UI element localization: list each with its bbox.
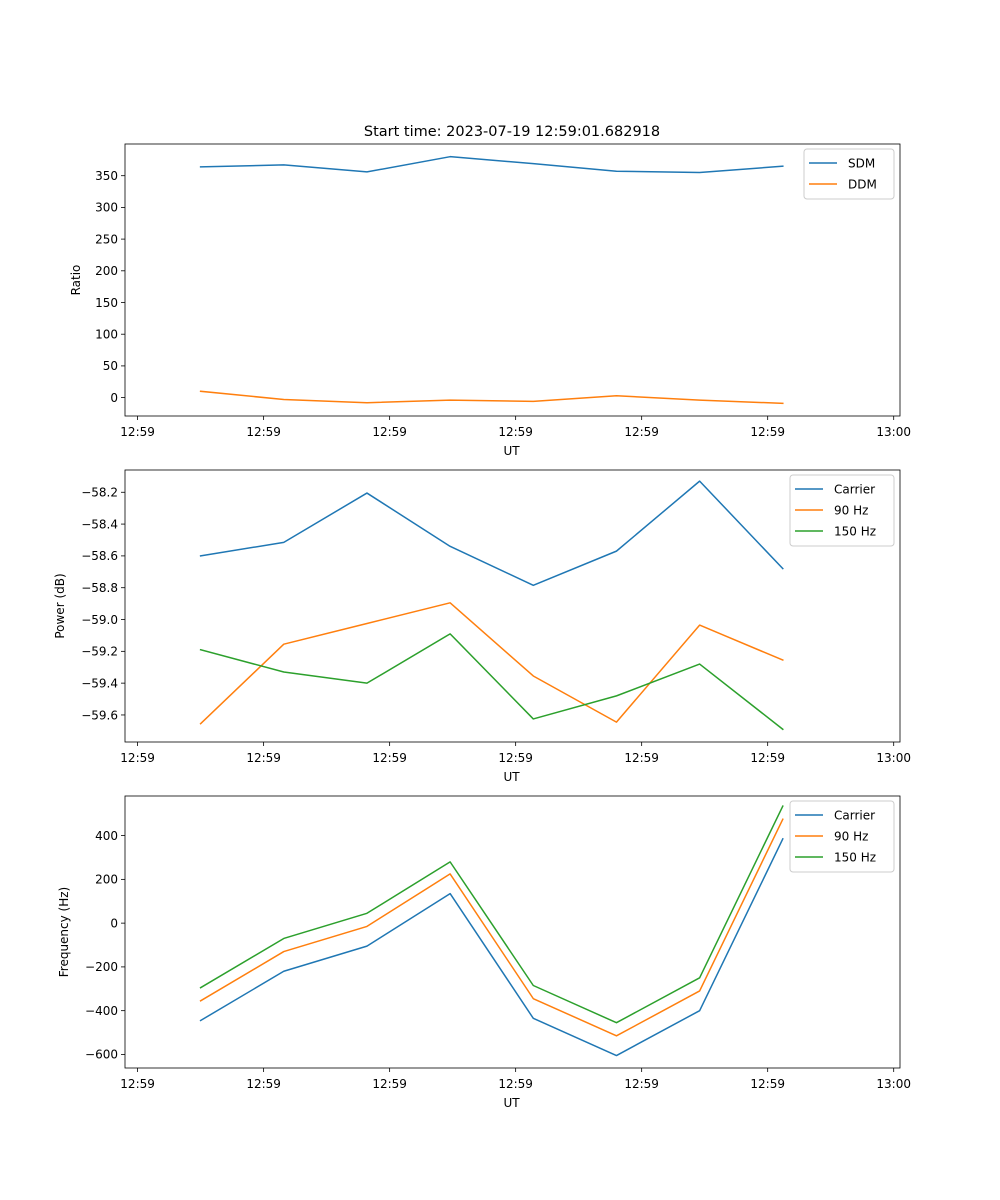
power-legend-label-150-hz: 150 Hz bbox=[834, 525, 876, 539]
ratio-x-tick-label: 12:59 bbox=[498, 425, 533, 439]
frequency-y-tick-label: −600 bbox=[85, 1048, 118, 1062]
power-x-tick-label: 12:59 bbox=[372, 751, 407, 765]
power-x-tick-label: 12:59 bbox=[750, 751, 785, 765]
frequency-legend-label-150-hz: 150 Hz bbox=[834, 851, 876, 865]
power-x-tick-label: 13:00 bbox=[876, 751, 911, 765]
frequency-panel: 12:59 12:59 12:59 12:59 12:59 12:59 13:00 −600 −… bbox=[57, 795, 911, 1110]
frequency-legend-label-carrier: Carrier bbox=[834, 809, 875, 823]
frequency-y-axis-label: Frequency (Hz) bbox=[57, 887, 71, 978]
power-y-tick-label: −59.0 bbox=[81, 613, 118, 627]
frequency-y-tick-label: 0 bbox=[110, 916, 118, 930]
power-legend-label-90-hz: 90 Hz bbox=[834, 504, 868, 518]
frequency-x-tick-label: 12:59 bbox=[624, 1077, 659, 1091]
frequency-x-axis-label: UT bbox=[503, 1096, 520, 1110]
power-x-axis-label: UT bbox=[503, 770, 520, 784]
ratio-x-tick-label: 12:59 bbox=[246, 425, 281, 439]
power-y-tick-label: −58.8 bbox=[81, 581, 118, 595]
frequency-series-90-hz-line bbox=[199, 818, 784, 1037]
ratio-y-axis-label: Ratio bbox=[69, 265, 83, 296]
ratio-legend-label-sdm: SDM bbox=[848, 157, 875, 171]
power-series-carrier-line bbox=[199, 480, 784, 587]
ratio-y-tick-label: 250 bbox=[95, 232, 118, 246]
power-legend-label-carrier: Carrier bbox=[834, 483, 875, 497]
frequency-x-tick-label: 12:59 bbox=[120, 1077, 155, 1091]
ratio-x-tick-label: 12:59 bbox=[372, 425, 407, 439]
ratio-series-sdm-line bbox=[199, 155, 784, 174]
frequency-y-tick-label: −400 bbox=[85, 1004, 118, 1018]
ratio-y-tick-label: 200 bbox=[95, 264, 118, 278]
power-y-tick-label: −59.6 bbox=[81, 708, 118, 722]
power-y-tick-label: −59.2 bbox=[81, 645, 118, 659]
ratio-x-tick-label: 12:59 bbox=[624, 425, 659, 439]
frequency-x-tick-label: 12:59 bbox=[246, 1077, 281, 1091]
frequency-x-tick-label: 12:59 bbox=[498, 1077, 533, 1091]
ratio-x-tick-label: 12:59 bbox=[750, 425, 785, 439]
power-panel: 12:59 12:59 12:59 12:59 12:59 12:59 13:00 −59.6… bbox=[53, 469, 911, 784]
power-y-tick-label: −58.2 bbox=[81, 486, 118, 500]
ratio-x-tick-label: 13:00 bbox=[876, 425, 911, 439]
frequency-y-tick-label: 400 bbox=[95, 829, 118, 843]
ratio-panel: 12:59 12:59 12:59 12:59 12:59 12:59 13:00 0 50 10… bbox=[69, 143, 911, 458]
power-y-tick-label: −58.4 bbox=[81, 517, 118, 531]
figure-title: Start time: 2023-07-19 12:59:01.682918 bbox=[364, 124, 660, 140]
frequency-x-tick-label: 12:59 bbox=[750, 1077, 785, 1091]
frequency-axes-frame bbox=[124, 795, 901, 1069]
ratio-x-axis-label: UT bbox=[503, 444, 520, 458]
ratio-y-tick-label: 100 bbox=[95, 328, 118, 342]
power-legend: Carrier 90 Hz 150 Hz bbox=[789, 474, 895, 547]
power-series-150-hz-line bbox=[199, 633, 784, 731]
ratio-legend-label-ddm: DDM bbox=[848, 178, 877, 192]
frequency-legend: Carrier 90 Hz 150 Hz bbox=[789, 800, 895, 873]
power-axes-frame bbox=[124, 469, 901, 743]
ratio-x-tick-label: 12:59 bbox=[120, 425, 155, 439]
ratio-y-tick-label: 0 bbox=[110, 391, 118, 405]
frequency-series-carrier-line bbox=[199, 837, 784, 1057]
power-legend-box bbox=[789, 474, 895, 547]
ratio-legend-box bbox=[803, 148, 895, 200]
power-y-tick-label: −59.4 bbox=[81, 676, 118, 690]
ratio-series-ddm-line bbox=[199, 390, 784, 405]
power-y-tick-label: −58.6 bbox=[81, 549, 118, 563]
power-x-tick-label: 12:59 bbox=[624, 751, 659, 765]
power-y-axis-label: Power (dB) bbox=[53, 573, 67, 638]
power-x-tick-label: 12:59 bbox=[120, 751, 155, 765]
ratio-axes-frame bbox=[124, 143, 901, 417]
frequency-legend-label-90-hz: 90 Hz bbox=[834, 830, 868, 844]
ratio-y-tick-label: 350 bbox=[95, 169, 118, 183]
ratio-y-tick-label: 300 bbox=[95, 201, 118, 215]
ratio-y-tick-label: 150 bbox=[95, 296, 118, 310]
power-series-90-hz-line bbox=[199, 602, 784, 725]
frequency-legend-box bbox=[789, 800, 895, 873]
frequency-series-150-hz-line bbox=[199, 805, 784, 1024]
power-x-tick-label: 12:59 bbox=[246, 751, 281, 765]
ratio-y-tick-label: 50 bbox=[103, 359, 118, 373]
power-x-tick-label: 12:59 bbox=[498, 751, 533, 765]
frequency-y-tick-label: −200 bbox=[85, 960, 118, 974]
ratio-legend: SDM DDM bbox=[803, 148, 895, 200]
frequency-y-tick-label: 200 bbox=[95, 873, 118, 887]
frequency-x-tick-label: 12:59 bbox=[372, 1077, 407, 1091]
frequency-x-tick-label: 13:00 bbox=[876, 1077, 911, 1091]
